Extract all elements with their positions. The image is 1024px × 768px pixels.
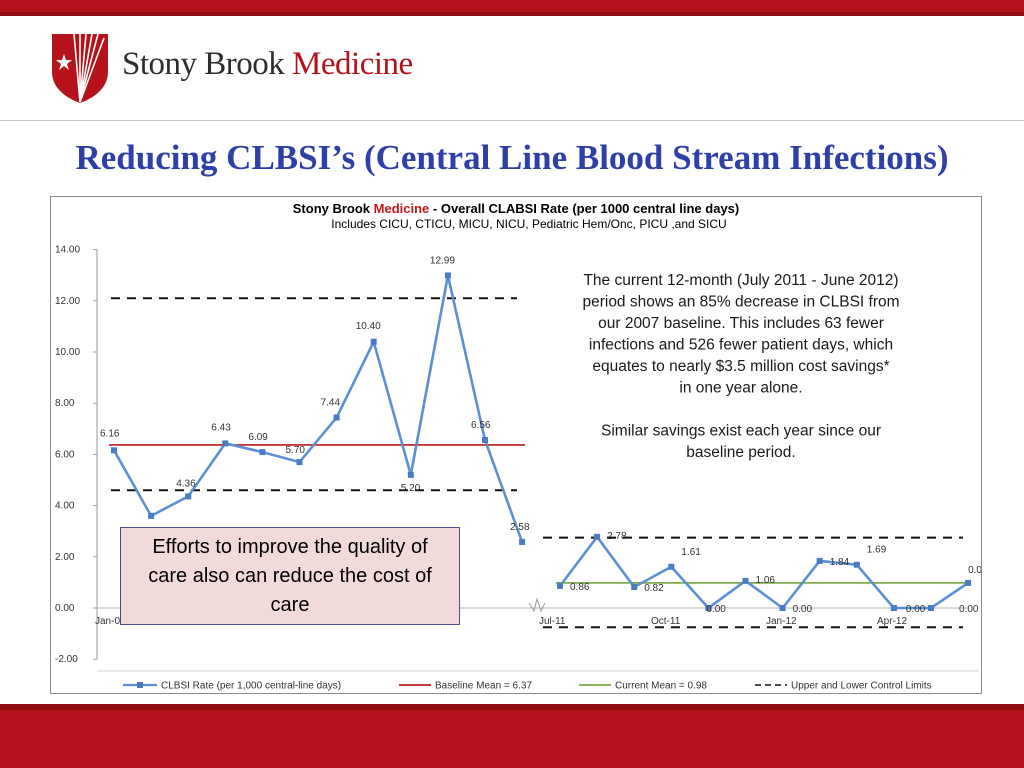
data-point (111, 447, 117, 454)
chart-title: Stony Brook Medicine - Overall CLABSI Ra… (293, 201, 739, 216)
data-point (370, 338, 377, 345)
data-label: 0.82 (644, 583, 664, 594)
data-point (407, 471, 414, 478)
y-tick-label: 14.00 (55, 245, 80, 256)
x-tick-label: Oct-11 (651, 616, 681, 627)
chart-reference-lines (109, 297, 971, 629)
logo-text-medicine: Medicine (292, 46, 413, 82)
x-tick-label: Jan-12 (766, 616, 797, 627)
y-tick-label: 2.00 (55, 552, 75, 563)
data-point (928, 605, 934, 611)
y-tick-label: 0.00 (55, 603, 75, 614)
data-label: 0.00 (906, 604, 926, 615)
stony-brook-medicine-logo: Stony Brook Medicine (50, 32, 470, 104)
data-label: 2.58 (510, 522, 530, 533)
data-label: 1.69 (867, 545, 887, 556)
bottom-brand-band (0, 704, 1024, 768)
data-point (222, 440, 229, 447)
y-tick-label: -2.00 (55, 654, 78, 665)
data-point (594, 533, 601, 540)
chart-title-part-medicine: Medicine (374, 201, 430, 216)
legend-label: Upper and Lower Control Limits (791, 681, 932, 692)
chart-title-part-1: Stony Brook (293, 201, 374, 216)
data-label: 5.70 (286, 445, 306, 456)
data-point (259, 449, 266, 456)
data-point (519, 538, 526, 545)
data-label: 7.44 (321, 398, 341, 409)
x-tick-label: Apr-12 (877, 616, 907, 627)
y-tick-label: 6.00 (55, 449, 75, 460)
data-label: 5.20 (401, 483, 421, 494)
data-point (444, 272, 451, 279)
annotation-line: our 2007 baseline. This includes 63 fewe… (598, 315, 884, 332)
slide-title: Reducing CLBSI’s (Central Line Blood Str… (75, 138, 949, 177)
y-tick-label: 4.00 (55, 501, 75, 512)
data-point (482, 437, 488, 444)
data-label: 0.00 (959, 604, 979, 615)
data-point (148, 512, 155, 519)
annotation-line: baseline period. (686, 444, 795, 461)
data-point (185, 493, 192, 500)
annotation-line: infections and 526 fewer patient days, w… (589, 337, 893, 354)
current-series-line (558, 534, 969, 610)
y-tick-label: 8.00 (55, 398, 75, 409)
data-label: 0.00 (706, 604, 726, 615)
axis-break-icon (528, 597, 546, 613)
annotation-line: in one year alone. (679, 380, 802, 397)
data-label: 0.00 (968, 565, 981, 576)
chart-annotation: The current 12-month (July 2011 - June 2… (582, 272, 899, 461)
data-label: 1.61 (681, 547, 701, 558)
baseline-series-line (112, 275, 524, 543)
annotation-line: equates to nearly $3.5 million cost savi… (592, 358, 889, 375)
legend-series-marker (137, 682, 143, 688)
chart-axes: -2.00 0.00 2.00 4.00 6.00 8.00 10.00 12.00 14.00… (55, 245, 969, 665)
logo-wordmark: Stony Brook Medicine (122, 46, 413, 83)
data-point (965, 579, 972, 586)
shield-logo-icon (52, 33, 108, 103)
data-label: 6.56 (471, 420, 491, 431)
annotation-line: The current 12-month (July 2011 - June 2… (583, 272, 898, 289)
annotation-line: period shows an 85% decrease in CLBSI fr… (582, 294, 899, 311)
data-point (333, 414, 340, 421)
data-label: 1.84 (830, 557, 850, 568)
data-point (705, 605, 712, 611)
data-label: 1.06 (756, 575, 776, 586)
x-tick-label: Jan-0 (95, 616, 120, 627)
x-tick-label: Jul-11 (539, 616, 566, 627)
chart-frame: Stony Brook Medicine - Overall CLABSI Ra… (50, 196, 982, 694)
y-tick-label: 10.00 (55, 347, 80, 358)
legend-label: Baseline Mean = 6.37 (435, 681, 532, 692)
data-label: 2.78 (607, 531, 627, 542)
data-point (779, 605, 786, 611)
data-point (742, 577, 749, 584)
chart-title-part-2: - Overall CLABSI Rate (per 1000 central … (429, 201, 739, 216)
data-label: 0.00 (793, 604, 813, 615)
data-point (890, 605, 897, 611)
legend-label: CLBSI Rate (per 1,000 central-line days) (161, 681, 341, 692)
cost-of-care-note: Efforts to improve the quality of care a… (120, 527, 460, 625)
top-brand-band (0, 0, 1024, 16)
chart-subtitle: Includes CICU, CTICU, MICU, NICU, Pediat… (331, 217, 726, 231)
legend-label: Current Mean = 0.98 (615, 681, 707, 692)
data-point (631, 584, 638, 591)
data-point (853, 561, 860, 568)
data-label: 6.43 (211, 422, 231, 433)
chart-series: 6.16 4.36 6.43 6.09 5.70 7.44 10.40 5.20 12.99 6.… (100, 255, 981, 615)
data-point (668, 563, 675, 570)
chart-legend: CLBSI Rate (per 1,000 central-line days)… (97, 670, 979, 692)
data-point (816, 557, 823, 564)
header-divider (0, 120, 1024, 121)
clabsi-rate-chart: Stony Brook Medicine - Overall CLABSI Ra… (55, 201, 981, 692)
data-label: 10.40 (356, 321, 381, 332)
data-point (296, 459, 303, 466)
annotation-line: Similar savings exist each year since ou… (601, 423, 881, 440)
data-label: 12.99 (430, 255, 455, 266)
data-label: 6.09 (248, 432, 268, 443)
data-label: 6.16 (100, 428, 120, 439)
data-label: 0.86 (570, 582, 590, 593)
data-point (557, 582, 563, 589)
logo-text-stony-brook: Stony Brook (122, 46, 285, 82)
data-label: 4.36 (176, 478, 196, 489)
y-tick-label: 12.00 (55, 296, 80, 307)
